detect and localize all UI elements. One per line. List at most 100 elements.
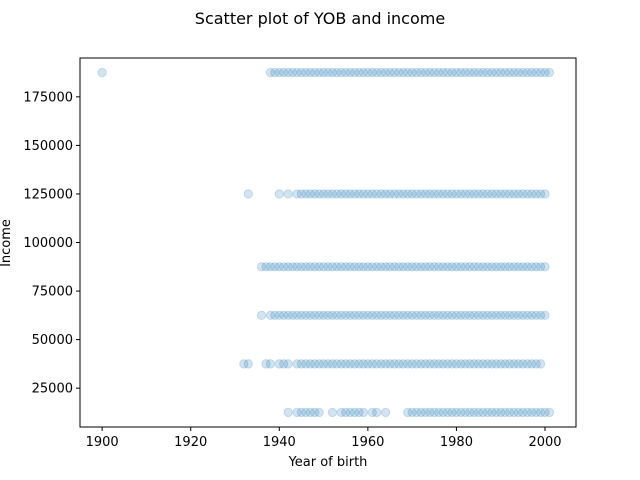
data-point xyxy=(531,359,541,369)
data-point xyxy=(358,262,369,272)
data-point xyxy=(518,67,528,78)
data-point xyxy=(460,407,470,418)
data-point xyxy=(376,310,386,321)
data-point xyxy=(491,262,501,272)
data-point xyxy=(283,262,293,272)
data-point xyxy=(349,67,360,78)
data-point xyxy=(465,407,475,418)
data-point xyxy=(465,67,475,78)
data-point xyxy=(327,67,338,78)
data-point xyxy=(482,262,493,272)
data-point xyxy=(518,407,528,418)
data-point xyxy=(527,189,537,199)
data-point xyxy=(274,67,284,78)
data-point xyxy=(398,262,408,272)
data-point xyxy=(367,359,377,369)
x-tick-label: 2000 xyxy=(528,435,561,450)
data-point xyxy=(416,310,426,321)
data-point xyxy=(279,359,289,369)
data-point xyxy=(305,189,315,199)
data-point xyxy=(327,262,338,272)
data-point xyxy=(496,262,506,272)
data-point xyxy=(367,407,377,418)
data-point xyxy=(491,67,501,78)
data-point xyxy=(509,262,519,272)
data-point xyxy=(491,189,501,199)
data-point xyxy=(332,67,342,78)
data-point xyxy=(279,67,289,78)
data-point xyxy=(354,262,364,272)
data-point xyxy=(465,262,475,272)
data-point xyxy=(478,189,488,199)
data-point xyxy=(332,310,342,321)
data-point xyxy=(425,310,435,321)
data-point xyxy=(496,67,506,78)
data-point xyxy=(473,67,484,78)
data-point xyxy=(473,189,484,199)
data-point xyxy=(482,189,493,199)
data-point xyxy=(363,189,373,199)
data-point xyxy=(341,359,351,369)
data-point xyxy=(482,359,493,369)
data-point xyxy=(283,189,293,199)
data-point xyxy=(527,359,537,369)
data-point xyxy=(363,67,373,78)
x-axis: 1900 1920 1940 1960 1980 2000 xyxy=(86,427,562,450)
data-point xyxy=(531,67,541,78)
data-point xyxy=(385,189,395,199)
data-point xyxy=(531,407,541,418)
data-point xyxy=(509,310,519,321)
data-point xyxy=(456,262,466,272)
data-point xyxy=(380,359,391,369)
data-point xyxy=(345,262,355,272)
data-point xyxy=(354,359,364,369)
data-point xyxy=(327,359,338,369)
data-point xyxy=(358,407,369,418)
data-point xyxy=(398,310,408,321)
data-point xyxy=(527,262,537,272)
data-point xyxy=(411,359,422,369)
data-point xyxy=(438,359,448,369)
data-point xyxy=(442,359,453,369)
data-point xyxy=(447,67,457,78)
data-point xyxy=(469,407,479,418)
data-point xyxy=(398,67,408,78)
data-point xyxy=(447,189,457,199)
data-point xyxy=(341,189,351,199)
data-point xyxy=(394,67,404,78)
y-tick-label: 25000 xyxy=(32,382,73,397)
data-point xyxy=(389,310,400,321)
data-point xyxy=(513,359,524,369)
data-point xyxy=(487,359,497,369)
data-point xyxy=(522,262,532,272)
data-point xyxy=(265,359,276,369)
data-point xyxy=(411,189,422,199)
data-point xyxy=(420,359,431,369)
data-point xyxy=(372,189,382,199)
data-point xyxy=(332,262,342,272)
data-point xyxy=(336,359,346,369)
data-point xyxy=(460,67,470,78)
data-point xyxy=(372,262,382,272)
data-point xyxy=(500,310,510,321)
data-point xyxy=(323,67,333,78)
data-point xyxy=(438,407,448,418)
data-point xyxy=(265,262,276,272)
data-point xyxy=(438,262,448,272)
data-point xyxy=(323,359,333,369)
data-point xyxy=(535,67,546,78)
data-point xyxy=(323,310,333,321)
data-point xyxy=(465,189,475,199)
data-point xyxy=(305,262,315,272)
data-point xyxy=(336,67,346,78)
data-point xyxy=(531,189,541,199)
data-point xyxy=(296,189,307,199)
data-point xyxy=(345,189,355,199)
data-point xyxy=(372,310,382,321)
data-point xyxy=(456,310,466,321)
data-point xyxy=(513,310,524,321)
data-point xyxy=(487,189,497,199)
data-point xyxy=(376,262,386,272)
data-point xyxy=(504,67,515,78)
data-point xyxy=(434,407,444,418)
